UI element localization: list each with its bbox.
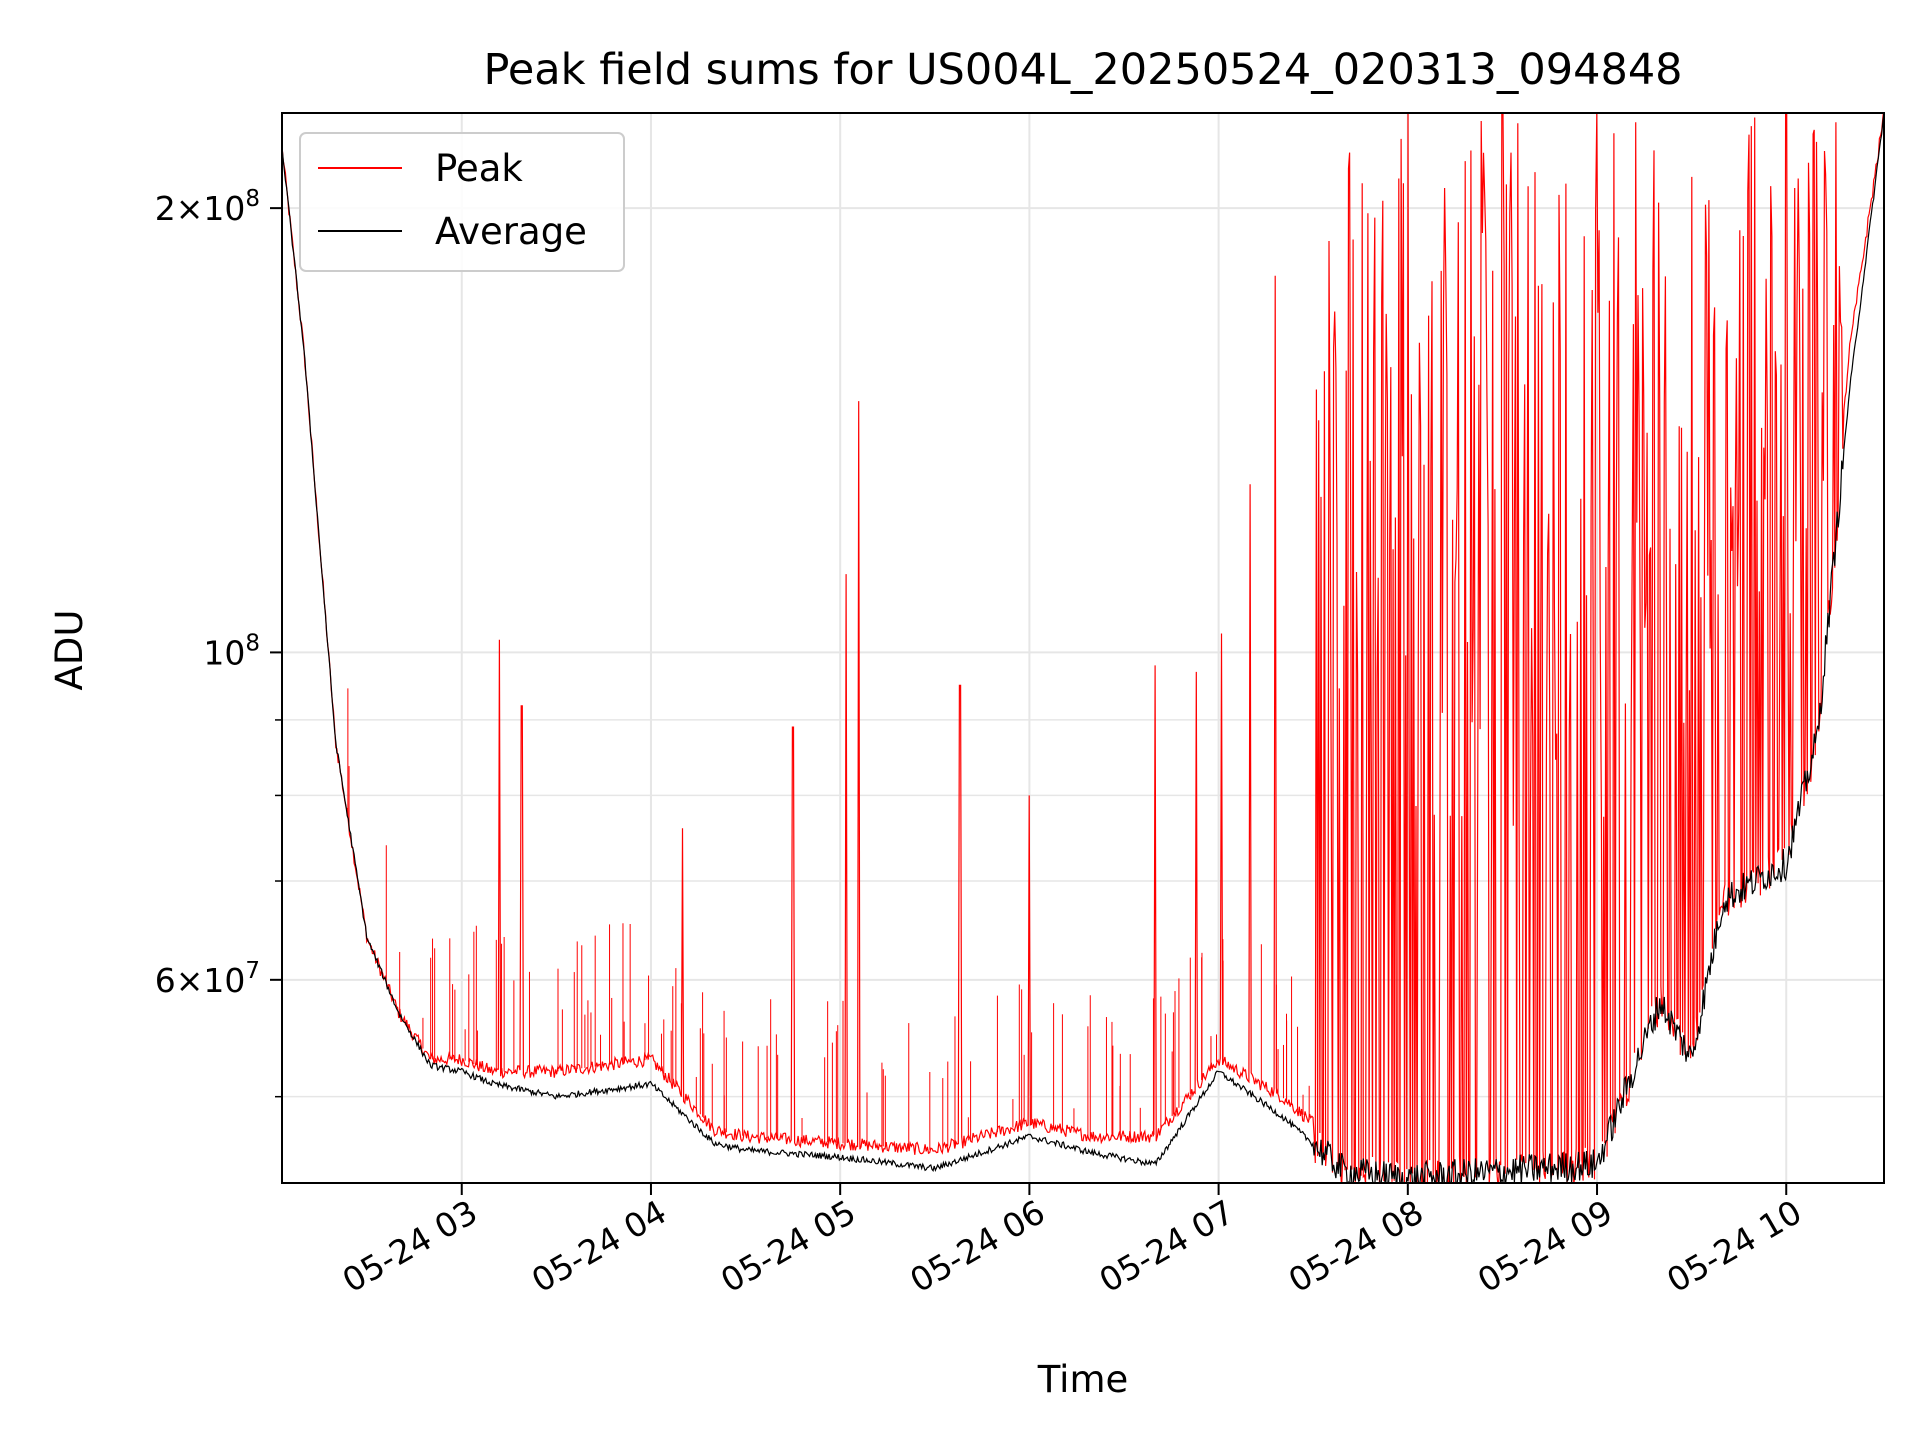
y-tick-label: 6×107 bbox=[155, 958, 260, 1000]
legend: Peak Average bbox=[299, 132, 625, 272]
chart-title: Peak field sums for US004L_20250524_0203… bbox=[483, 45, 1682, 95]
legend-average-label: Average bbox=[435, 210, 587, 253]
y-tick-label: 2×108 bbox=[155, 186, 260, 228]
y-axis-label: ADU bbox=[48, 610, 91, 691]
y-tick-label: 108 bbox=[203, 630, 260, 672]
y-axis-ticks: 2×108 108 6×107 bbox=[155, 186, 282, 1098]
plot-area-frame bbox=[281, 112, 1885, 1184]
plot-series bbox=[282, 113, 1884, 1183]
average-series-line bbox=[282, 113, 1884, 1183]
x-axis-label: Time bbox=[1037, 1358, 1129, 1401]
peak-series-line bbox=[282, 113, 1884, 1183]
legend-peak-label: Peak bbox=[435, 147, 523, 190]
